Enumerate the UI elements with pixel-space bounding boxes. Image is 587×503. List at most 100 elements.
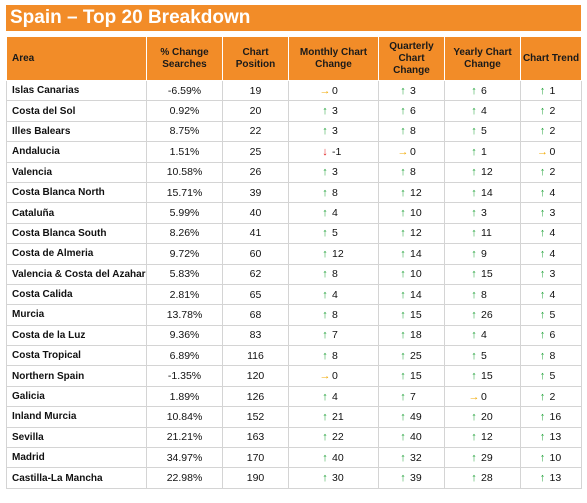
yearly-change-cell: ↑ 4 <box>444 324 521 347</box>
trend-value: 3 <box>549 207 556 220</box>
trend-value: 4 <box>549 227 556 240</box>
quarterly-value: 8 <box>410 166 416 179</box>
chart-trend-cell: ↑ 3 <box>520 263 582 285</box>
monthly-value: 4 <box>332 288 338 301</box>
table-header-row: Area % Change Searches Chart Position Mo… <box>6 36 582 81</box>
chart-position-cell: 20 <box>222 100 289 122</box>
yearly-value: 12 <box>481 431 493 444</box>
up-arrow-icon: ↑ <box>539 84 546 97</box>
up-arrow-icon: ↑ <box>400 125 406 138</box>
trend-value: 8 <box>549 349 556 362</box>
quarterly-change-cell: ↑ 10 <box>378 263 445 285</box>
up-arrow-icon: ↑ <box>539 227 546 240</box>
chart-trend-cell: ↑ 13 <box>520 467 582 489</box>
table-row: Islas Canarias -6.59% 19 → 0 ↑ 3 ↑ 6 ↑ 1 <box>6 79 582 102</box>
up-arrow-icon: ↑ <box>471 84 477 97</box>
up-arrow-icon: ↑ <box>400 268 406 281</box>
up-arrow-icon: ↑ <box>322 390 328 403</box>
quarterly-change-cell: ↑ 12 <box>378 222 445 245</box>
up-arrow-icon: ↑ <box>400 329 406 342</box>
up-arrow-icon: ↑ <box>322 247 328 260</box>
up-arrow-icon: ↑ <box>471 207 477 220</box>
table-row: Costa Tropical 6.89% 116 ↑ 8 ↑ 25 ↑ 5 ↑ 8 <box>6 345 582 367</box>
quarterly-value: 10 <box>410 268 422 281</box>
quarterly-value: 7 <box>410 390 416 403</box>
page-title: Spain – Top 20 Breakdown <box>6 5 581 31</box>
monthly-value: 0 <box>332 370 338 383</box>
column-header-monthly-change: Monthly Chart Change <box>288 36 379 81</box>
up-arrow-icon: ↑ <box>400 186 406 199</box>
up-arrow-icon: ↑ <box>400 105 406 118</box>
monthly-value: 22 <box>332 431 344 444</box>
chart-position-cell: 116 <box>222 345 289 367</box>
chart-position-cell: 65 <box>222 283 289 306</box>
up-arrow-icon: ↑ <box>400 370 406 383</box>
monthly-value: -1 <box>332 145 342 158</box>
monthly-value: 21 <box>332 410 344 423</box>
yearly-change-cell: ↑ 28 <box>444 467 521 489</box>
monthly-change-cell: ↑ 30 <box>288 467 379 489</box>
up-arrow-icon: ↑ <box>539 410 546 423</box>
up-arrow-icon: ↑ <box>322 268 328 281</box>
up-arrow-icon: ↑ <box>400 84 406 97</box>
quarterly-value: 3 <box>410 84 416 97</box>
monthly-value: 8 <box>332 349 338 362</box>
trend-value: 0 <box>549 145 556 158</box>
yearly-value: 5 <box>481 349 487 362</box>
monthly-value: 8 <box>332 308 338 321</box>
up-arrow-icon: ↑ <box>539 268 546 281</box>
up-arrow-icon: ↑ <box>322 308 328 321</box>
monthly-change-cell: ↑ 22 <box>288 426 379 449</box>
column-header-quarterly-change: Quarterly Chart Change <box>378 36 445 81</box>
change-searches-cell: 8.26% <box>146 222 223 245</box>
monthly-value: 4 <box>332 390 338 403</box>
quarterly-change-cell: ↑ 32 <box>378 447 445 469</box>
chart-position-cell: 40 <box>222 202 289 224</box>
up-arrow-icon: ↑ <box>539 308 546 321</box>
area-cell: Valencia & Costa del Azahar <box>6 263 147 285</box>
monthly-value: 0 <box>332 84 338 97</box>
yearly-change-cell: ↑ 5 <box>444 345 521 367</box>
quarterly-value: 15 <box>410 308 422 321</box>
chart-position-cell: 152 <box>222 406 289 428</box>
monthly-change-cell: ↑ 40 <box>288 447 379 469</box>
trend-value: 2 <box>549 166 556 179</box>
monthly-change-cell: ↑ 8 <box>288 304 379 326</box>
yearly-change-cell: ↑ 3 <box>444 202 521 224</box>
up-arrow-icon: ↑ <box>471 166 477 179</box>
monthly-value: 3 <box>332 166 338 179</box>
right-arrow-icon: → <box>537 145 548 158</box>
trend-value: 5 <box>549 308 556 321</box>
up-arrow-icon: ↑ <box>539 451 546 464</box>
up-arrow-icon: ↑ <box>400 451 406 464</box>
up-arrow-icon: ↑ <box>322 186 328 199</box>
yearly-value: 0 <box>481 390 487 403</box>
change-searches-cell: 9.72% <box>146 243 223 265</box>
monthly-change-cell: ↑ 12 <box>288 243 379 265</box>
up-arrow-icon: ↑ <box>539 186 546 199</box>
right-arrow-icon: → <box>319 84 331 97</box>
change-searches-cell: 5.83% <box>146 263 223 285</box>
column-header-chart-position: Chart Position <box>222 36 289 81</box>
up-arrow-icon: ↑ <box>471 125 477 138</box>
change-searches-cell: 15.71% <box>146 181 223 204</box>
chart-position-cell: 120 <box>222 365 289 387</box>
change-searches-cell: 2.81% <box>146 283 223 306</box>
trend-value: 2 <box>549 390 556 403</box>
up-arrow-icon: ↑ <box>539 288 546 301</box>
quarterly-change-cell: ↑ 7 <box>378 385 445 408</box>
table-row: Costa de la Luz 9.36% 83 ↑ 7 ↑ 18 ↑ 4 ↑ 6 <box>6 324 582 347</box>
area-cell: Sevilla <box>6 426 147 449</box>
change-searches-cell: 21.21% <box>146 426 223 449</box>
chart-trend-cell: ↑ 5 <box>520 304 582 326</box>
table-row: Inland Murcia 10.84% 152 ↑ 21 ↑ 49 ↑ 20 ↑ 16 <box>6 406 582 428</box>
quarterly-change-cell: ↑ 6 <box>378 100 445 122</box>
area-cell: Valencia <box>6 161 147 183</box>
chart-trend-cell: ↑ 6 <box>520 324 582 347</box>
up-arrow-icon: ↑ <box>539 105 546 118</box>
up-arrow-icon: ↑ <box>322 207 328 220</box>
area-cell: Costa Tropical <box>6 345 147 367</box>
table-row: Valencia & Costa del Azahar 5.83% 62 ↑ 8 ↑ 10 ↑… <box>6 263 582 285</box>
monthly-change-cell: ↑ 8 <box>288 345 379 367</box>
down-arrow-icon: ↓ <box>322 145 328 158</box>
